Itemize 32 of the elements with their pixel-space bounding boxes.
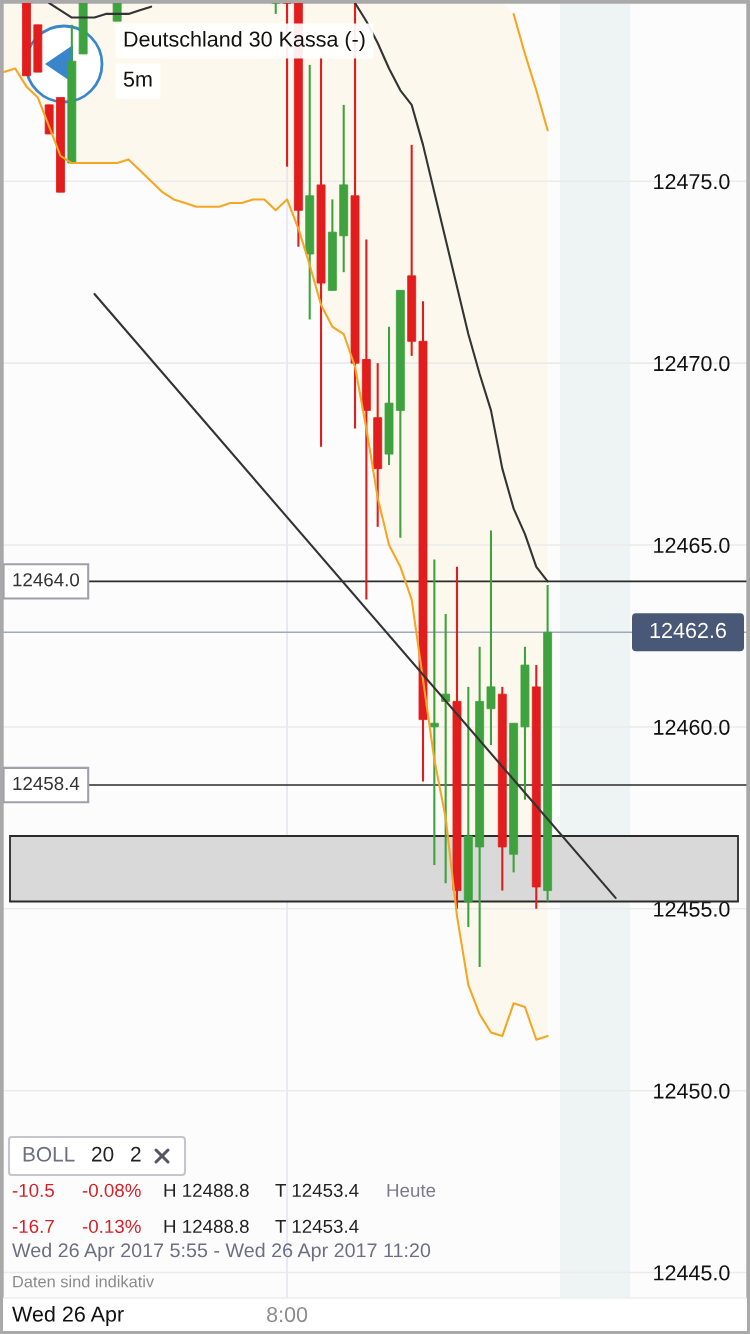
y-tick-label: 12450.0 <box>654 1083 730 1099</box>
y-tick-label: 12475.0 <box>654 174 730 190</box>
annotation: T 12453.4 <box>275 1183 359 1198</box>
annotation: Wed 26 Apr 2017 5:55 - Wed 26 Apr 2017 11:20 <box>12 1242 431 1262</box>
y-tick-label: 12460.0 <box>654 719 730 735</box>
annotation: -0.08% <box>82 1183 141 1198</box>
annotation: -10.5 <box>12 1183 54 1198</box>
annotation: BOLL <box>23 1146 75 1162</box>
text: 5m <box>123 71 152 87</box>
y-tick-label: 12445.0 <box>654 1265 730 1281</box>
y-tick-label: 12470.0 <box>654 355 730 372</box>
text: Deutschland 30 Kassa (-) <box>124 30 365 52</box>
candlestick <box>429 558 439 867</box>
annotation: T 12453.4 <box>275 1219 359 1234</box>
annotation: 20 <box>92 1146 114 1162</box>
y-tick-label: 12465.0 <box>654 537 730 554</box>
annotation: H 12488.8 <box>164 1183 249 1198</box>
text: Wed 26 Apr <box>12 1305 124 1327</box>
annotation: Heute <box>387 1183 436 1198</box>
ref-line-label: 12462.6 <box>650 622 726 639</box>
ref-line-label: 12464.0 <box>13 573 80 587</box>
annotation: -16.7 <box>12 1219 54 1234</box>
x-tick-label: 8:00 <box>267 1306 308 1323</box>
y-tick-label: 12455.0 <box>654 901 730 917</box>
annotation: H 12488.8 <box>164 1219 249 1234</box>
ref-line-label: 12458.4 <box>13 776 80 791</box>
candlestick <box>271 3 281 15</box>
candlestick <box>486 529 496 747</box>
annotation: -0.13% <box>82 1219 141 1234</box>
line-series <box>512 12 549 132</box>
annotation: Daten sind indikativ <box>13 1275 155 1288</box>
annotation: 2 <box>131 1146 141 1162</box>
